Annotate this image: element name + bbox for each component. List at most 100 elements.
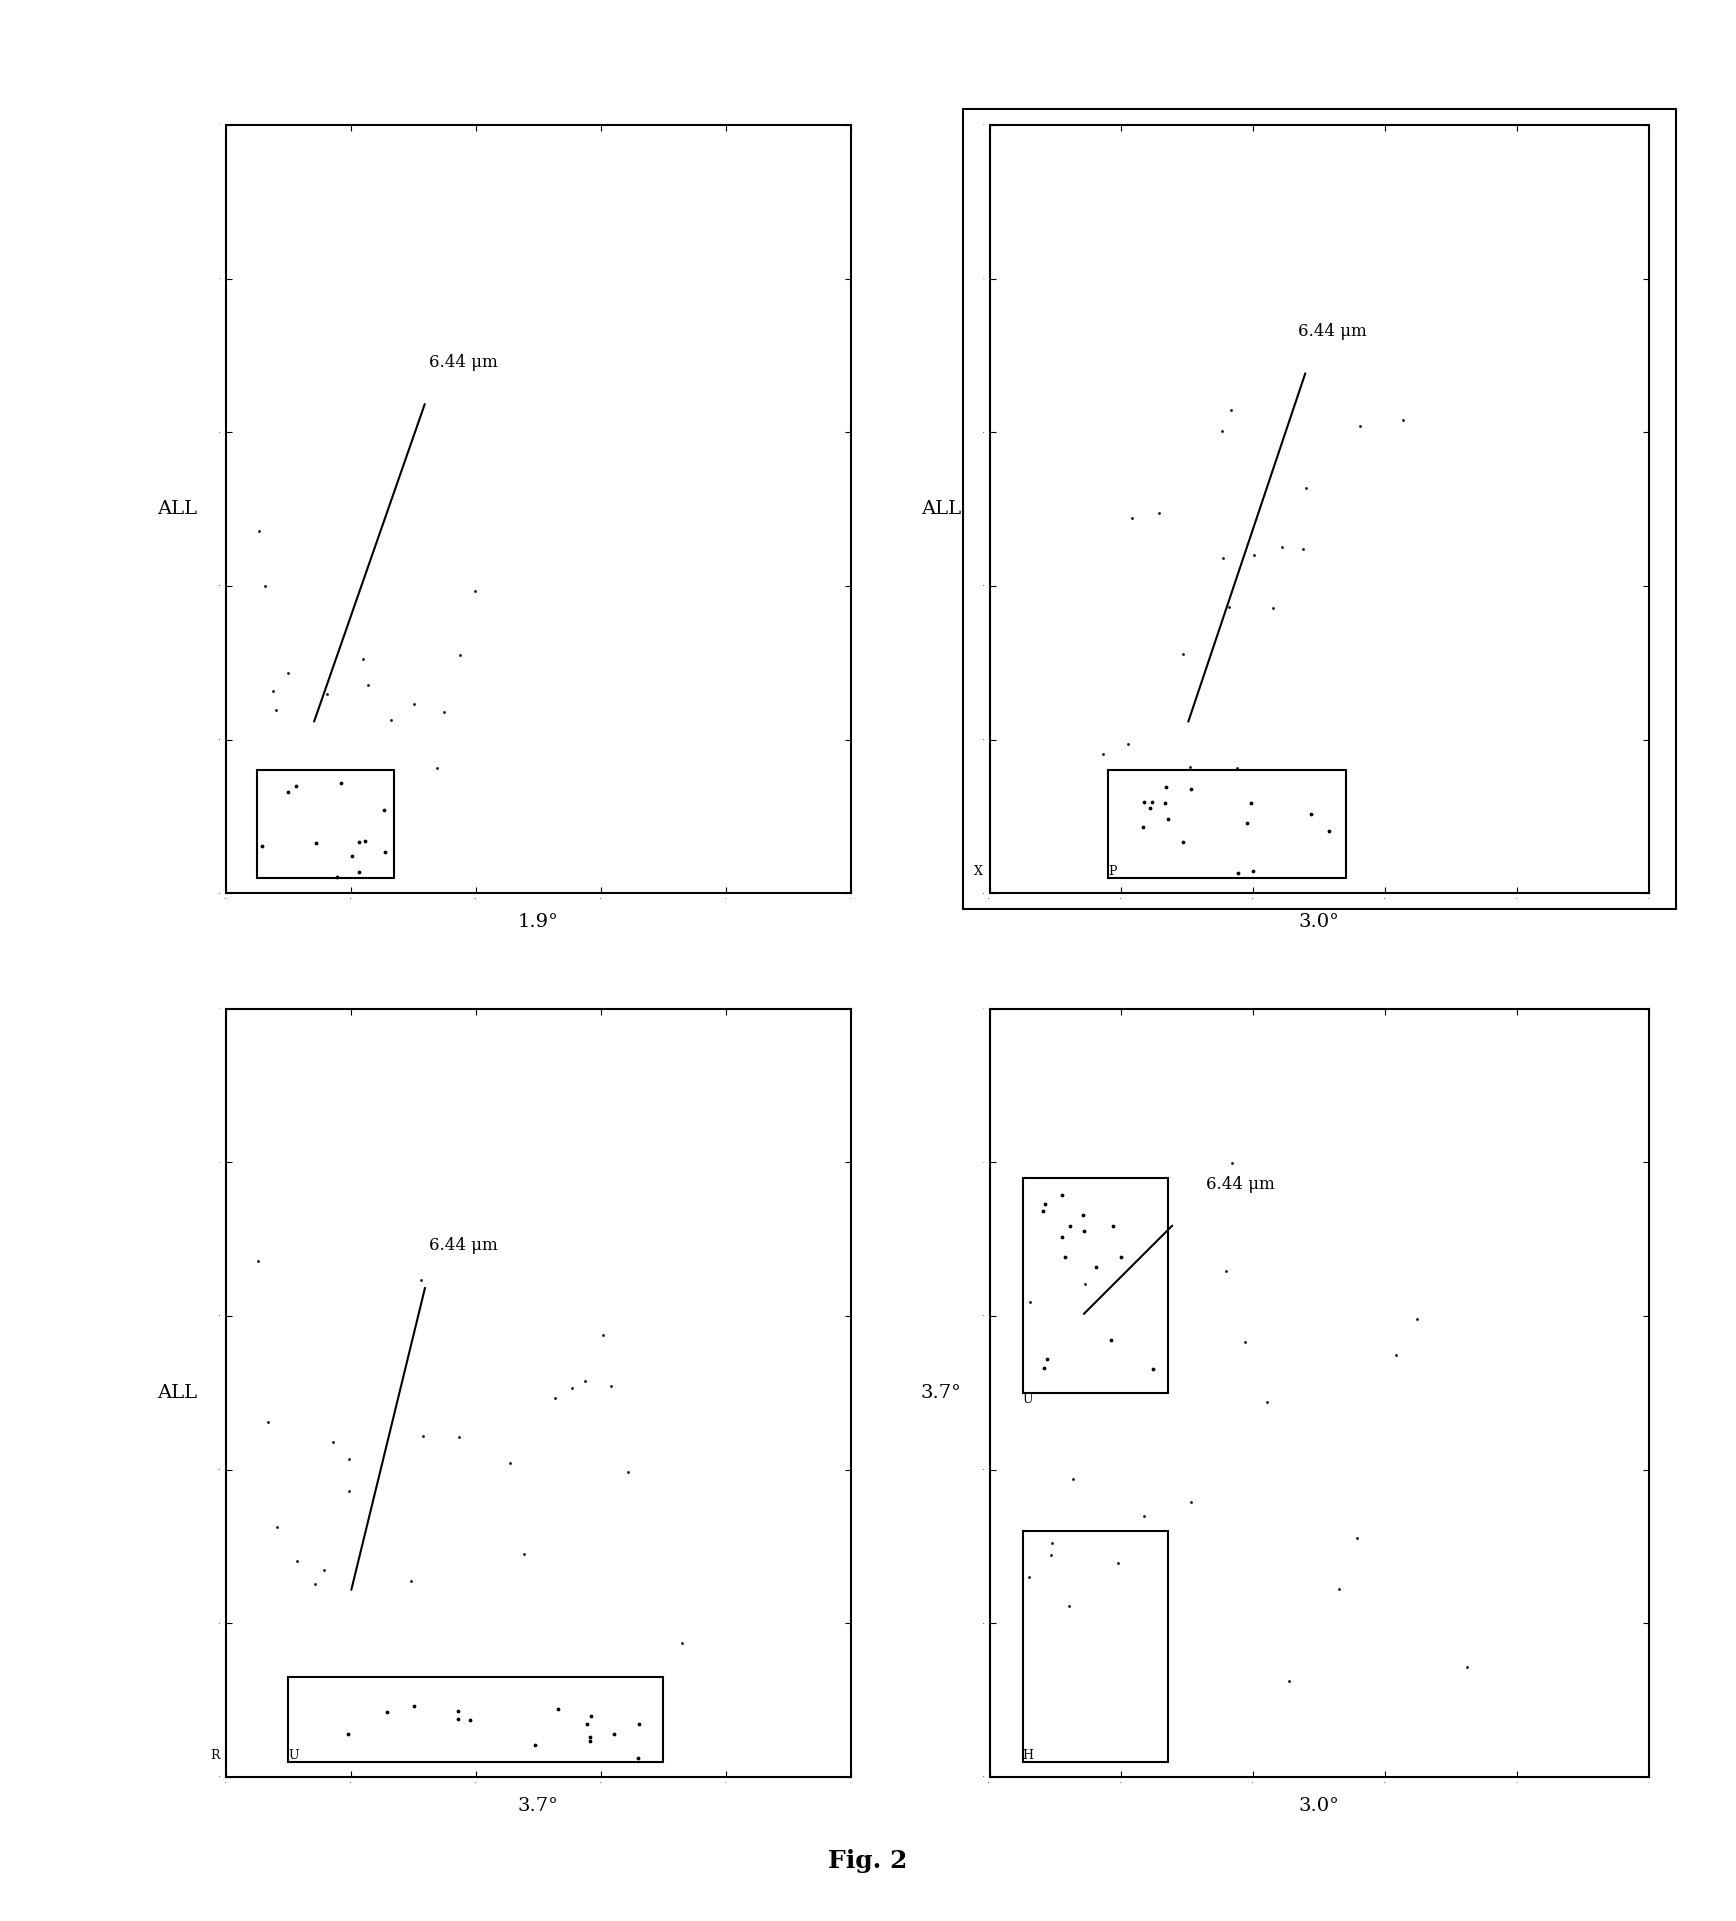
Point xyxy=(424,753,451,784)
Point xyxy=(1130,786,1158,816)
Point xyxy=(1139,1354,1167,1385)
Point xyxy=(1052,1241,1080,1272)
Point xyxy=(1233,807,1260,838)
Point xyxy=(1097,1325,1125,1356)
Point xyxy=(576,1725,604,1756)
Point xyxy=(1069,1216,1097,1247)
Text: U: U xyxy=(288,1748,299,1762)
Point xyxy=(573,1710,601,1740)
Point xyxy=(370,795,398,826)
Point xyxy=(1453,1652,1481,1683)
Point xyxy=(521,1729,549,1760)
Point xyxy=(1071,1270,1099,1301)
Point xyxy=(615,1456,642,1487)
Point xyxy=(351,826,378,857)
Point xyxy=(252,571,279,601)
Point xyxy=(578,1700,606,1731)
Point xyxy=(1055,1210,1083,1241)
Point xyxy=(601,1719,628,1750)
Bar xyxy=(1108,770,1345,878)
Point xyxy=(1069,1199,1097,1229)
Point xyxy=(446,640,474,670)
Point xyxy=(1036,1541,1064,1571)
Text: R: R xyxy=(210,1748,219,1762)
Point xyxy=(1292,473,1319,503)
Point xyxy=(349,644,377,674)
Point xyxy=(1231,1327,1259,1358)
Point xyxy=(1276,1666,1304,1696)
Point xyxy=(274,776,302,807)
Point xyxy=(1382,1339,1410,1370)
Point xyxy=(1130,1500,1158,1531)
Text: P: P xyxy=(1108,864,1116,878)
Bar xyxy=(1023,1531,1168,1762)
Point xyxy=(245,1245,273,1276)
Point xyxy=(319,1427,347,1458)
Text: 6.44 μm: 6.44 μm xyxy=(1299,323,1366,340)
Point xyxy=(589,1320,616,1350)
Point xyxy=(283,1544,311,1575)
Bar xyxy=(1023,1178,1168,1393)
Point xyxy=(373,1696,401,1727)
Point xyxy=(1135,793,1163,824)
Point xyxy=(406,1264,434,1295)
Text: X: X xyxy=(974,864,983,878)
Point xyxy=(1038,1527,1066,1558)
Text: U: U xyxy=(1023,1393,1033,1406)
Point xyxy=(1108,1241,1135,1272)
Point xyxy=(262,695,290,726)
Point xyxy=(245,515,273,546)
Point xyxy=(431,697,458,728)
Point xyxy=(557,1372,585,1402)
Point xyxy=(302,1569,330,1600)
Point xyxy=(1177,1487,1205,1518)
Point xyxy=(1208,417,1236,448)
Point xyxy=(1055,1591,1083,1621)
Point xyxy=(401,1690,429,1721)
Point xyxy=(335,1475,363,1506)
Point xyxy=(1224,753,1252,784)
Point xyxy=(262,1512,290,1543)
Point xyxy=(1033,1345,1061,1375)
Point xyxy=(1031,1352,1059,1383)
X-axis label: 3.7°: 3.7° xyxy=(517,1796,559,1815)
Point xyxy=(496,1448,524,1479)
Point xyxy=(668,1627,696,1658)
Point xyxy=(253,1406,281,1437)
Y-axis label: ALL: ALL xyxy=(156,499,196,519)
Point xyxy=(1059,1464,1087,1495)
Y-axis label: ALL: ALL xyxy=(156,1383,196,1402)
Point xyxy=(1029,1197,1057,1228)
Point xyxy=(510,1539,538,1569)
Point xyxy=(1288,534,1316,565)
Point xyxy=(1118,501,1146,532)
Point xyxy=(1049,1222,1076,1252)
Point xyxy=(576,1721,604,1752)
Point xyxy=(1240,855,1267,886)
Point xyxy=(542,1383,569,1414)
Point xyxy=(323,863,351,893)
Point xyxy=(1267,532,1295,563)
Point xyxy=(1325,1573,1352,1604)
Point xyxy=(283,770,311,801)
Point xyxy=(1316,816,1344,847)
Point xyxy=(372,838,399,868)
Point xyxy=(1016,1562,1043,1593)
Point xyxy=(1403,1304,1430,1335)
Y-axis label: ALL: ALL xyxy=(920,499,960,519)
Point xyxy=(309,1554,337,1585)
Bar xyxy=(288,1677,663,1762)
Point xyxy=(1115,728,1142,759)
Point xyxy=(1099,1210,1127,1241)
Point xyxy=(1297,799,1325,830)
X-axis label: 3.0°: 3.0° xyxy=(1299,1796,1340,1815)
Point xyxy=(444,1422,472,1452)
Text: 6.44 μm: 6.44 μm xyxy=(429,353,498,371)
Point xyxy=(1217,394,1245,425)
Point xyxy=(345,857,373,888)
Point xyxy=(1170,828,1198,859)
Point xyxy=(1344,1521,1371,1552)
X-axis label: 1.9°: 1.9° xyxy=(517,912,559,932)
Point xyxy=(1240,540,1267,571)
Point xyxy=(248,830,276,861)
